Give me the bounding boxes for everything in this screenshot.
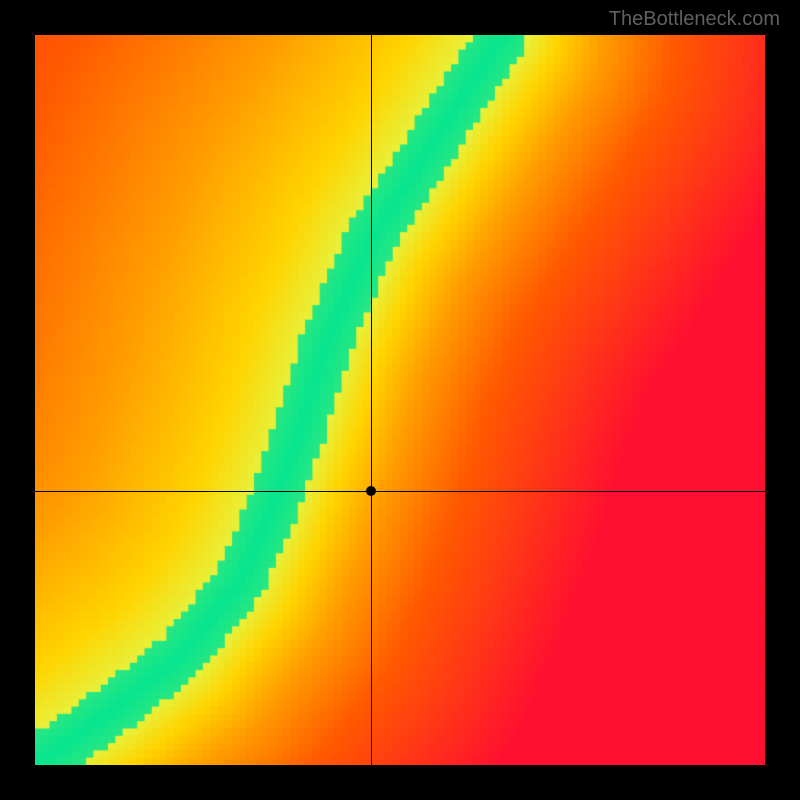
crosshair-horizontal xyxy=(35,491,765,492)
watermark-text: TheBottleneck.com xyxy=(609,8,780,31)
bottleneck-heatmap xyxy=(35,35,765,765)
marker-dot xyxy=(366,486,376,496)
crosshair-vertical xyxy=(371,35,372,765)
plot-area xyxy=(35,35,765,765)
